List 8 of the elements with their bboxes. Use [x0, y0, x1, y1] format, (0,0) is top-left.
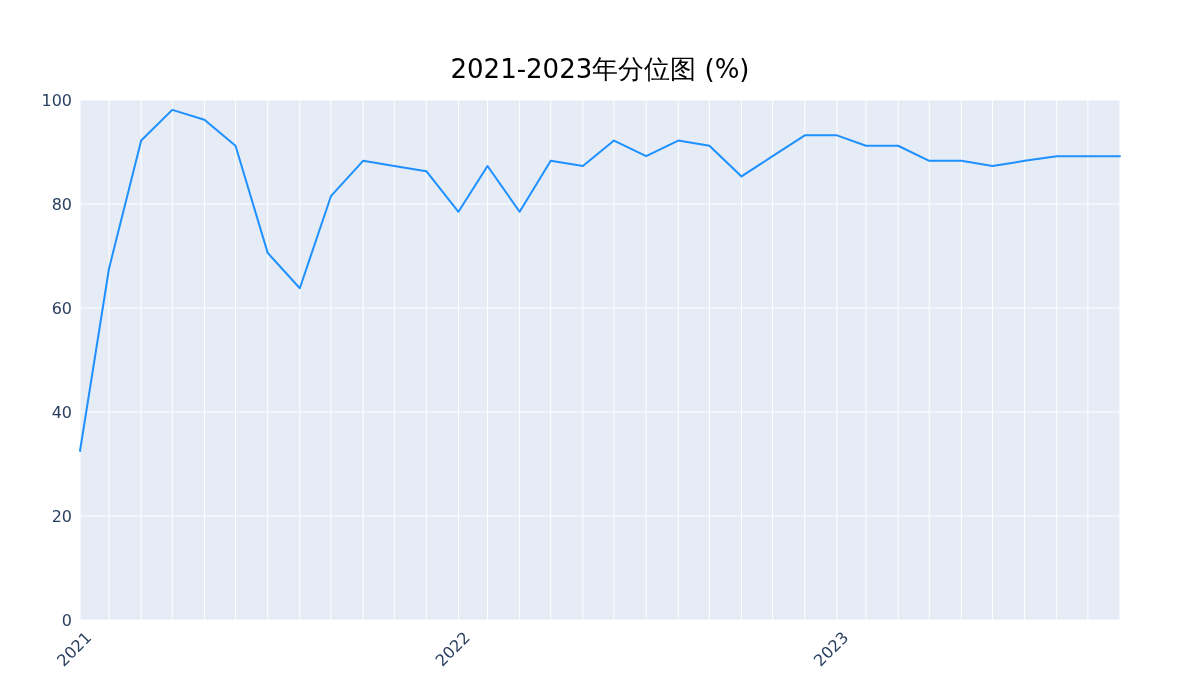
y-tick-label: 20 — [51, 506, 72, 526]
y-tick-label: 80 — [51, 194, 72, 214]
y-tick-label: 60 — [51, 298, 72, 318]
line-series — [79, 108, 1121, 452]
y-tick-label: 40 — [51, 402, 72, 422]
y-tick-label: 100 — [41, 90, 72, 110]
chart-title: 2021-2023年分位图 (%) — [450, 54, 750, 84]
y-tick-label: 0 — [61, 610, 72, 630]
